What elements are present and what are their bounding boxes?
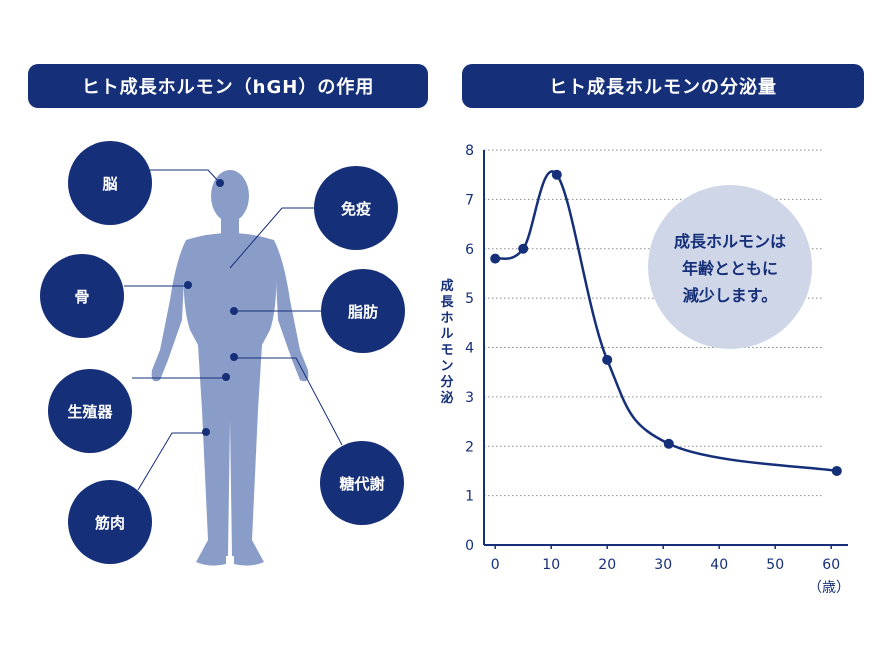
organ-badge-bone: 骨 <box>40 254 124 338</box>
x-tick-label-50: 50 <box>766 557 784 573</box>
organ-label-reproductive: 生殖器 <box>67 403 113 421</box>
organ-badge-reproductive: 生殖器 <box>48 369 132 453</box>
organ-badge-muscle: 筋肉 <box>68 480 152 564</box>
organ-badge-fat: 脂肪 <box>321 269 405 353</box>
organ-label-bone: 骨 <box>74 288 89 306</box>
callout-line-3: 減少します。 <box>683 286 777 305</box>
organ-dot-fat <box>230 307 238 315</box>
x-tick-label-10: 10 <box>542 557 560 573</box>
y-axis-label-char: ホ <box>440 311 453 326</box>
y-tick-label-1: 1 <box>465 489 474 505</box>
y-axis-label-char: ン <box>440 359 453 374</box>
x-tick-label-60: 60 <box>822 557 840 573</box>
y-tick-label-6: 6 <box>465 242 474 258</box>
y-tick-label-5: 5 <box>465 291 474 307</box>
y-tick-label-7: 7 <box>465 192 474 208</box>
data-point <box>663 438 674 449</box>
organ-label-sugar_metabolism: 糖代謝 <box>339 475 384 493</box>
data-point <box>551 169 562 180</box>
y-axis-label-char: モ <box>440 343 453 358</box>
organ-dot-bone <box>184 281 192 289</box>
x-axis-label: （歳） <box>808 580 850 596</box>
y-tick-label-3: 3 <box>465 390 474 406</box>
organ-dot-sugar_metabolism <box>230 353 238 361</box>
organ-dot-reproductive <box>222 373 230 381</box>
callout-line-2: 年齢とともに <box>682 259 778 278</box>
organ-dot-muscle <box>202 428 210 436</box>
y-axis-label-char: 分 <box>440 374 453 390</box>
organ-label-brain: 脳 <box>102 175 117 193</box>
chart-title: ヒト成長ホルモンの分泌量 <box>462 64 864 108</box>
connector-immunity <box>229 207 314 269</box>
organ-label-immunity: 免疫 <box>341 200 371 218</box>
data-point <box>602 354 613 365</box>
y-axis-label-char: 泌 <box>440 390 453 406</box>
y-axis-label-char: 長 <box>440 295 454 310</box>
human-body-silhouette <box>151 170 309 566</box>
y-tick-label-0: 0 <box>465 538 474 554</box>
organ-badge-sugar_metabolism: 糖代謝 <box>320 441 404 525</box>
callout-bubble: 成長ホルモンは 年齢とともに 減少します。 <box>648 185 812 349</box>
organ-dot-brain <box>216 179 224 187</box>
y-tick-label-4: 4 <box>465 341 474 357</box>
x-tick-label-0: 0 <box>491 557 500 573</box>
connector-brain <box>150 169 221 184</box>
data-point <box>490 253 501 264</box>
y-tick-label-8: 8 <box>465 143 474 159</box>
connector-sugar_metabolism <box>234 357 343 446</box>
x-tick-label-40: 40 <box>710 557 728 573</box>
organ-badge-brain: 脳 <box>68 141 152 225</box>
organ-badge-immunity: 免疫 <box>314 166 398 250</box>
x-tick-label-30: 30 <box>654 557 672 573</box>
organ-label-fat: 脂肪 <box>348 303 378 321</box>
x-tick-label-20: 20 <box>598 557 616 573</box>
data-point <box>831 465 842 476</box>
callout-line-1: 成長ホルモンは <box>674 232 786 251</box>
organ-label-muscle: 筋肉 <box>94 514 125 532</box>
y-axis-label-char: 成 <box>440 278 453 294</box>
y-tick-label-2: 2 <box>465 439 474 455</box>
left-panel-title: ヒト成長ホルモン（hGH）の作用 <box>28 64 428 108</box>
y-axis-label-char: ル <box>440 327 453 342</box>
connector-muscle <box>137 432 206 491</box>
data-point <box>518 243 529 254</box>
